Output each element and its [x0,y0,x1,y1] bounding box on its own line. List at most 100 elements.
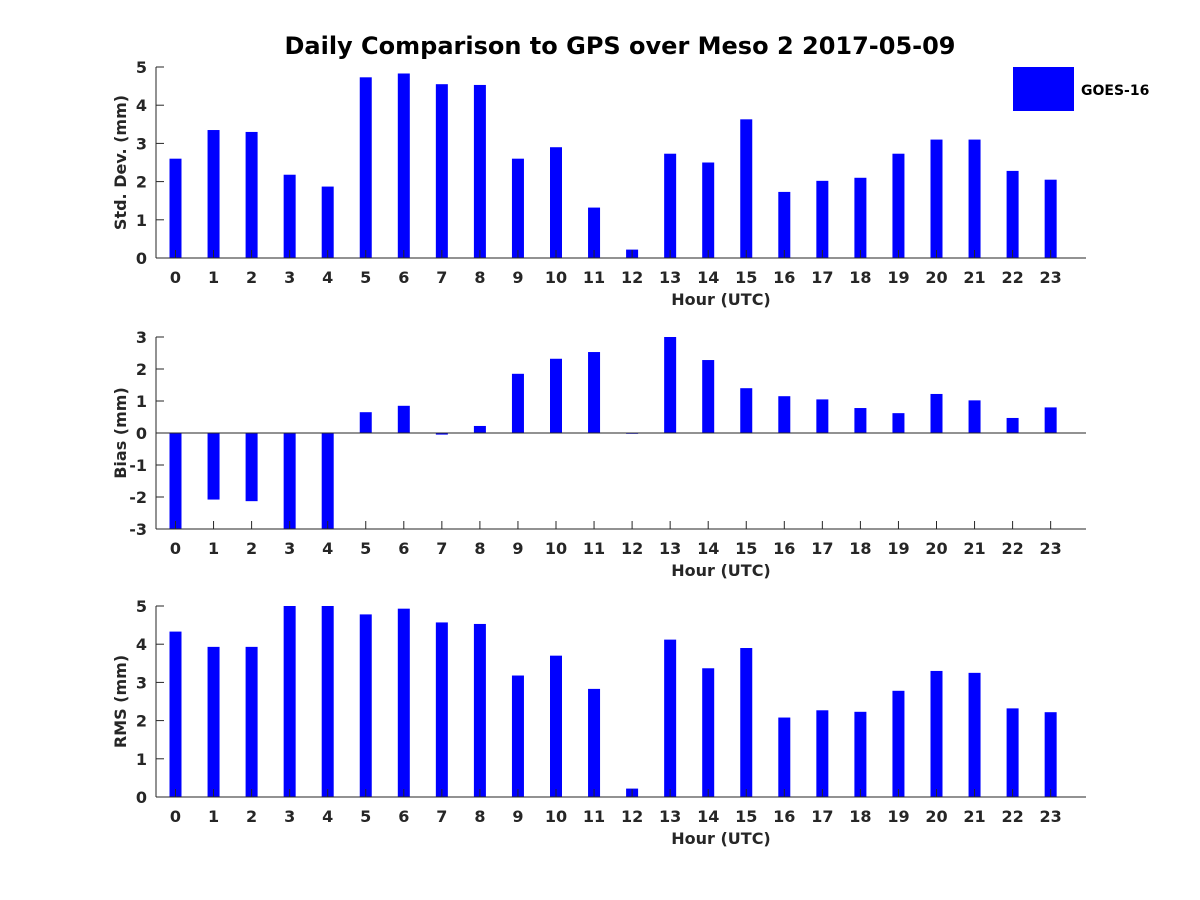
std-dev-x-tick-label: 7 [436,268,447,287]
rms-x-tick-label: 8 [474,807,485,826]
bias-bar-1 [207,433,220,500]
rms-x-tick-label: 6 [398,807,409,826]
std-dev-bar-16 [778,191,791,258]
std-dev-bar-18 [854,177,867,258]
bias-bar-8 [473,425,486,433]
std-dev-bar-9 [511,158,524,258]
std-dev-x-tick-label: 23 [1040,268,1062,287]
rms-bar-10 [550,655,562,797]
legend: GOES-16 [1013,67,1149,111]
std-dev-bar-5 [359,77,372,258]
rms-bar-1 [207,646,220,797]
std-dev-bar-14 [702,162,715,258]
std-dev-x-tick-label: 2 [246,268,257,287]
std-dev-x-tick-label: 13 [659,268,681,287]
rms-bar-2 [245,646,258,797]
bias-x-tick-label: 5 [360,539,371,558]
std-dev-bar-13 [664,153,677,258]
rms-x-tick-label: 7 [436,807,447,826]
bias-bar-0 [169,433,182,529]
std-dev-x-tick-label: 3 [284,268,295,287]
bias-bar-7 [435,433,448,435]
std-dev-bar-0 [169,158,182,258]
bias-bar-15 [740,388,753,433]
rms-x-tick-label: 18 [849,807,871,826]
bias-bar-19 [892,413,905,433]
rms-x-tick-label: 21 [963,807,985,826]
bias-y-tick-label: 3 [136,328,147,347]
bias-x-tick-label: 16 [773,539,795,558]
rms-x-tick-label: 5 [360,807,371,826]
rms-x-tick-label: 11 [583,807,605,826]
rms-y-tick-label: 4 [136,635,147,654]
bias-x-tick-label: 22 [1001,539,1023,558]
bias-x-tick-label: 2 [246,539,257,558]
bias-x-tick-label: 9 [512,539,523,558]
bias-x-tick-label: 15 [735,539,757,558]
bias-x-tick-label: 4 [322,539,333,558]
std-dev-x-tick-label: 22 [1001,268,1023,287]
std-dev-y-tick-label: 2 [136,173,147,192]
rms-x-tick-label: 10 [545,807,567,826]
chart-title: Daily Comparison to GPS over Meso 2 2017… [284,32,955,60]
bias-y-tick-label: 0 [136,424,147,443]
rms-bar-17 [816,710,829,797]
rms-bar-9 [511,675,524,797]
std-dev-y-tick-label: 0 [136,249,147,268]
bias-bar-14 [702,360,715,433]
bias-y-tick-label: -2 [129,488,147,507]
rms-x-tick-label: 4 [322,807,333,826]
rms-x-tick-label: 17 [811,807,833,826]
rms-y-axis-label: RMS (mm) [111,655,130,748]
bias-y-tick-label: -1 [129,456,147,475]
rms-bar-23 [1044,712,1057,797]
bias-bar-4 [321,433,334,529]
std-dev-x-tick-label: 11 [583,268,605,287]
std-dev-x-tick-label: 14 [697,268,719,287]
bias-x-tick-label: 23 [1040,539,1062,558]
bias-bar-20 [930,393,943,433]
std-dev-x-tick-label: 0 [170,268,181,287]
rms-x-tick-label: 0 [170,807,181,826]
bias-x-tick-label: 14 [697,539,719,558]
std-dev-x-tick-label: 1 [208,268,219,287]
bias-y-tick-label: 2 [136,360,147,379]
rms-x-tick-label: 1 [208,807,219,826]
bias-x-tick-label: 13 [659,539,681,558]
std-dev-x-axis-label: Hour (UTC) [671,290,771,309]
std-dev-bar-4 [321,186,334,258]
bias-bar-21 [968,400,981,433]
rms-x-tick-label: 9 [512,807,523,826]
std-dev-bar-17 [816,180,829,258]
std-dev-y-axis-label: Std. Dev. (mm) [111,95,130,230]
std-dev-x-tick-label: 16 [773,268,795,287]
bias-bar-5 [359,412,372,433]
bias-bar-6 [397,405,410,433]
bias-bar-2 [245,433,258,502]
std-dev-x-tick-label: 19 [887,268,909,287]
rms-bar-19 [892,690,905,797]
rms-x-tick-label: 16 [773,807,795,826]
rms-bar-16 [778,717,791,797]
bias-bar-18 [854,408,867,433]
bias-bar-17 [816,399,829,433]
bias-y-tick-label: 1 [136,392,147,411]
std-dev-x-tick-label: 8 [474,268,485,287]
rms-y-tick-label: 0 [136,788,147,807]
std-dev-bar-3 [283,174,296,258]
bias-x-tick-label: 1 [208,539,219,558]
rms-x-tick-label: 15 [735,807,757,826]
bias-x-tick-label: 10 [545,539,567,558]
rms-bar-7 [435,622,448,797]
rms-x-tick-label: 13 [659,807,681,826]
std-dev-x-tick-label: 17 [811,268,833,287]
rms-y-tick-label: 2 [136,712,147,731]
bias-bar-3 [283,433,296,529]
std-dev-bar-21 [968,139,981,258]
bias-x-tick-label: 0 [170,539,181,558]
bias-bar-22 [1006,417,1019,433]
std-dev-bar-8 [473,84,486,258]
